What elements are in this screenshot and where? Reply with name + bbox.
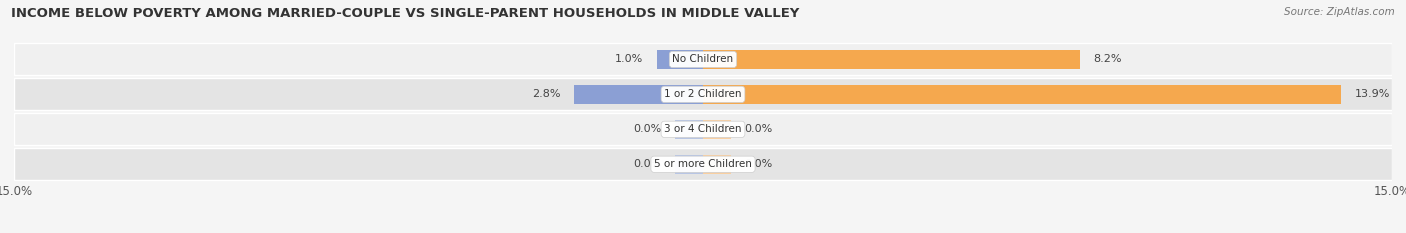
Bar	[703, 120, 731, 139]
Text: 0.0%: 0.0%	[744, 159, 772, 169]
Bar	[14, 78, 1392, 110]
Bar	[14, 43, 1392, 75]
Text: 1 or 2 Children: 1 or 2 Children	[664, 89, 742, 99]
Text: 13.9%: 13.9%	[1355, 89, 1391, 99]
Bar	[675, 120, 703, 139]
Bar	[703, 50, 1080, 69]
Text: 5 or more Children: 5 or more Children	[654, 159, 752, 169]
Text: 0.0%: 0.0%	[634, 159, 662, 169]
Bar	[703, 85, 1341, 104]
Text: INCOME BELOW POVERTY AMONG MARRIED-COUPLE VS SINGLE-PARENT HOUSEHOLDS IN MIDDLE : INCOME BELOW POVERTY AMONG MARRIED-COUPL…	[11, 7, 800, 20]
Bar	[14, 113, 1392, 145]
Bar	[675, 155, 703, 174]
Text: 2.8%: 2.8%	[531, 89, 561, 99]
Bar	[14, 148, 1392, 180]
Text: 8.2%: 8.2%	[1094, 55, 1122, 64]
Text: 3 or 4 Children: 3 or 4 Children	[664, 124, 742, 134]
Bar	[575, 85, 703, 104]
Text: 1.0%: 1.0%	[614, 55, 644, 64]
Text: 0.0%: 0.0%	[744, 124, 772, 134]
Bar	[703, 155, 731, 174]
Text: No Children: No Children	[672, 55, 734, 64]
Legend: Married Couples, Single Parents: Married Couples, Single Parents	[579, 230, 827, 233]
Text: 0.0%: 0.0%	[634, 124, 662, 134]
Text: Source: ZipAtlas.com: Source: ZipAtlas.com	[1284, 7, 1395, 17]
Bar	[657, 50, 703, 69]
